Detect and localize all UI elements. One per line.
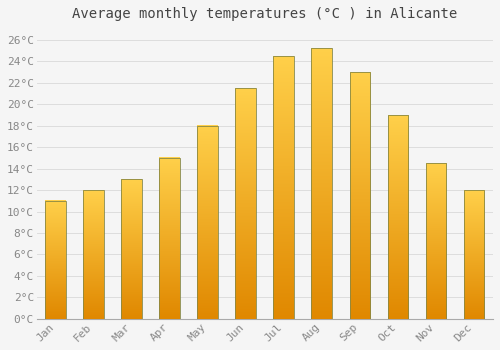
Bar [388,115,408,319]
Bar [274,56,294,319]
Title: Average monthly temperatures (°C ) in Alicante: Average monthly temperatures (°C ) in Al… [72,7,458,21]
Bar [312,48,332,319]
Bar [46,201,66,319]
Bar [236,88,256,319]
Bar [426,163,446,319]
Bar [198,126,218,319]
Bar [350,72,370,319]
Bar [464,190,484,319]
Bar [160,158,180,319]
Bar [84,190,104,319]
Bar [122,179,142,319]
